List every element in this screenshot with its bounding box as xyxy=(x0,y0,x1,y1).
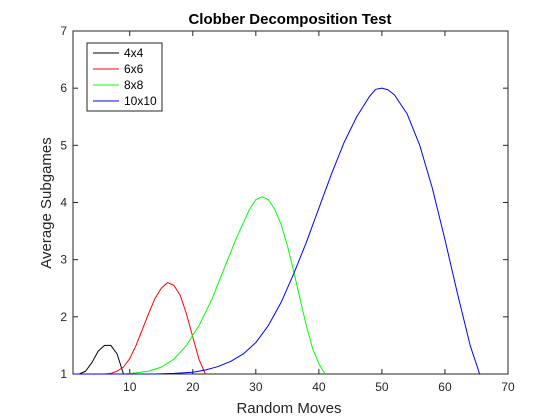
y-tick-label: 5 xyxy=(60,138,67,152)
y-tick-label: 6 xyxy=(60,81,67,95)
y-tick-label: 7 xyxy=(60,24,67,38)
x-tick-label: 70 xyxy=(501,380,515,394)
y-tick-label: 4 xyxy=(60,196,67,210)
y-tick-label: 1 xyxy=(60,367,67,381)
y-axis-title: Average Subgames xyxy=(38,137,55,268)
legend-label: 8x8 xyxy=(124,78,144,92)
x-tick-label: 40 xyxy=(312,380,326,394)
y-tick-label: 2 xyxy=(60,310,67,324)
legend-label: 6x6 xyxy=(124,62,144,76)
y-tick-label: 3 xyxy=(60,253,67,267)
x-axis-title: Random Moves xyxy=(236,400,341,417)
legend: 4x4 6x6 8x8 10x10 xyxy=(86,42,163,112)
x-tick-label: 20 xyxy=(186,380,200,394)
legend-box xyxy=(86,42,163,112)
series-line-4x4 xyxy=(73,344,124,375)
x-tick-label: 30 xyxy=(249,380,263,394)
legend-label: 10x10 xyxy=(124,94,157,108)
x-tick-label: 60 xyxy=(438,380,452,394)
x-tick-label: 50 xyxy=(375,380,389,394)
chart-title: Clobber Decomposition Test xyxy=(188,11,391,28)
x-tick-label: 10 xyxy=(123,380,137,394)
legend-label: 4x4 xyxy=(124,46,144,60)
series-line-10x10 xyxy=(73,87,481,375)
